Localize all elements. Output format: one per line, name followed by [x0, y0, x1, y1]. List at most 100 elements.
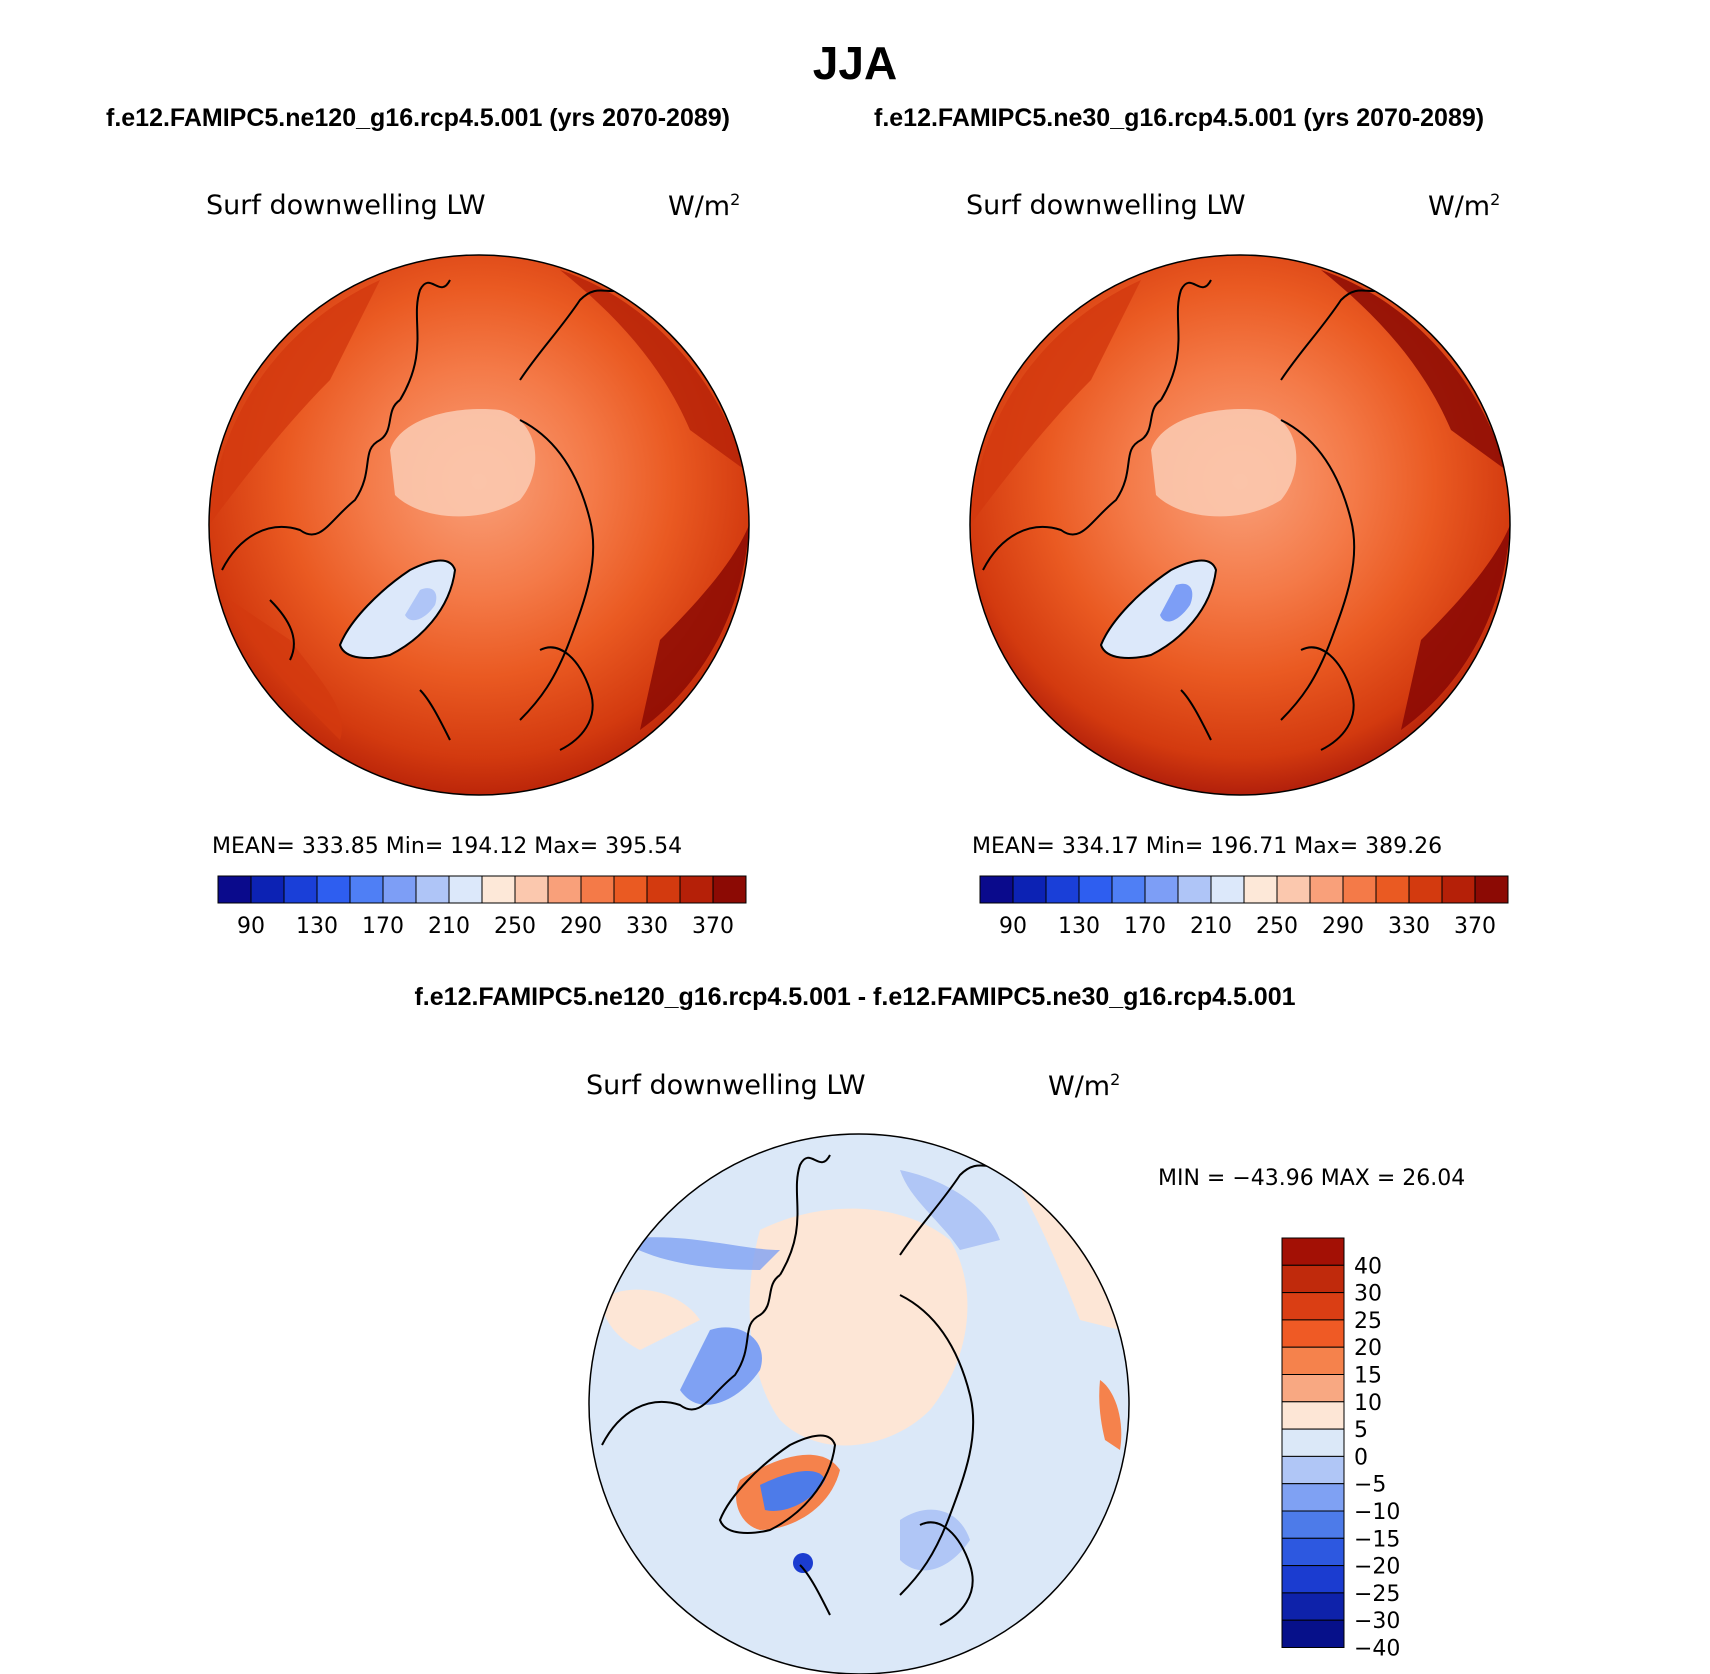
- colorbar-swatch: [1012, 875, 1047, 904]
- colorbar-tick-label: −15: [1354, 1527, 1400, 1552]
- colorbar-tick-label: 10: [1354, 1391, 1382, 1416]
- colorbar-swatch: [1045, 875, 1080, 904]
- colorbar-tick-label: 290: [1322, 914, 1364, 939]
- colorbar-tick-label: 250: [494, 914, 536, 939]
- colorbar-tick-label: 0: [1354, 1445, 1368, 1470]
- colorbar-tick-label: 90: [999, 914, 1027, 939]
- panel3-units: W/m2: [1048, 1070, 1121, 1102]
- colorbar-tick-label: 290: [560, 914, 602, 939]
- map-1-border: [208, 254, 750, 796]
- colorbar-swatch: [1342, 875, 1377, 904]
- map-3-border: [588, 1133, 1130, 1674]
- colorbar-swatch: [217, 875, 252, 904]
- colorbar-swatch: [1276, 875, 1311, 904]
- colorbar-swatch: [1281, 1401, 1345, 1430]
- panel2-stats: MEAN= 334.17 Min= 196.71 Max= 389.26: [972, 834, 1443, 859]
- colorbar-swatch: [1078, 875, 1113, 904]
- case2-title: f.e12.FAMIPC5.ne30_g16.rcp4.5.001 (yrs 2…: [874, 104, 1485, 132]
- colorbar-swatch: [1144, 875, 1179, 904]
- colorbar-swatch: [415, 875, 450, 904]
- panel1-variable-label: Surf downwelling LW: [206, 190, 486, 221]
- case1-title: f.e12.FAMIPC5.ne120_g16.rcp4.5.001 (yrs …: [106, 104, 730, 132]
- colorbar-tick-label: 250: [1256, 914, 1298, 939]
- colorbar-swatch: [613, 875, 648, 904]
- colorbar-tick-label: 170: [1124, 914, 1166, 939]
- colorbar-tick-label: 130: [296, 914, 338, 939]
- colorbar-swatch: [1281, 1346, 1345, 1375]
- colorbar-tick-label: 5: [1354, 1418, 1368, 1443]
- colorbar-swatch: [646, 875, 681, 904]
- colorbar-swatch: [1281, 1537, 1345, 1567]
- map-2-border: [969, 254, 1511, 796]
- difference-title: f.e12.FAMIPC5.ne120_g16.rcp4.5.001 - f.e…: [414, 983, 1296, 1011]
- colorbar-swatch: [1281, 1237, 1345, 1266]
- panel2-variable-label: Surf downwelling LW: [966, 190, 1246, 221]
- colorbar-swatch: [1281, 1319, 1345, 1348]
- map-panel-2: [970, 255, 1510, 795]
- colorbar-tick-label: −25: [1354, 1582, 1400, 1607]
- colorbar-swatch: [712, 875, 747, 904]
- colorbar-tick-label: 170: [362, 914, 404, 939]
- colorbar-tick-label: 90: [237, 914, 265, 939]
- colorbar-swatch: [1281, 1565, 1345, 1594]
- panel2-units: W/m2: [1428, 190, 1501, 222]
- colorbar-panel-2: 90 130 170 210 250 290 330 370: [979, 875, 1509, 939]
- colorbar-swatch: [580, 875, 615, 904]
- colorbar-swatch: [382, 875, 417, 904]
- colorbar-swatch: [448, 875, 483, 904]
- colorbar-swatch: [514, 875, 549, 904]
- colorbar-swatch: [547, 875, 582, 904]
- colorbar-tick-label: 40: [1354, 1254, 1382, 1279]
- colorbar-swatch: [679, 875, 714, 904]
- colorbar-tick-label: −20: [1354, 1555, 1400, 1580]
- colorbar-swatch: [1281, 1619, 1345, 1648]
- colorbar-tick-label: 370: [692, 914, 734, 939]
- colorbar-swatch: [1243, 875, 1278, 904]
- colorbar-swatch: [1408, 875, 1443, 904]
- colorbar-swatch: [316, 875, 351, 904]
- colorbar-swatch: [1281, 1428, 1345, 1457]
- colorbar-swatch: [1281, 1455, 1345, 1485]
- colorbar-swatch: [250, 875, 285, 904]
- colorbar-swatch: [1111, 875, 1146, 904]
- colorbar-tick-label: −40: [1354, 1637, 1400, 1662]
- map-panel-3: [589, 1134, 1129, 1674]
- colorbar-tick-label: 20: [1354, 1336, 1382, 1361]
- colorbar-tick-label: 330: [626, 914, 668, 939]
- colorbar-swatch: [1281, 1264, 1345, 1294]
- colorbar-swatch: [1281, 1374, 1345, 1403]
- colorbar-tick-label: 210: [1190, 914, 1232, 939]
- coastlines-1: [221, 279, 631, 751]
- panel1-stats: MEAN= 333.85 Min= 194.12 Max= 395.54: [212, 834, 683, 859]
- colorbar-swatch: [1309, 875, 1344, 904]
- colorbar-swatch: [283, 875, 318, 904]
- colorbar-tick-label: −30: [1354, 1609, 1400, 1634]
- panel3-variable-label: Surf downwelling LW: [586, 1070, 866, 1101]
- colorbar-swatch: [1375, 875, 1410, 904]
- colorbar-tick-label: 210: [428, 914, 470, 939]
- colorbar-tick-label: 130: [1058, 914, 1100, 939]
- colorbar-swatch: [1474, 875, 1509, 904]
- colorbar-swatch: [1281, 1510, 1345, 1539]
- panel3-stats: MIN = −43.96 MAX = 26.04: [1158, 1166, 1466, 1191]
- colorbar-tick-label: 25: [1354, 1309, 1382, 1334]
- coastlines-2: [982, 279, 1392, 751]
- colorbar-tick-label: 370: [1454, 914, 1496, 939]
- colorbar-panel-1: 90 130 170 210 250 290 330 370: [217, 875, 747, 939]
- colorbar-swatch: [481, 875, 516, 904]
- colorbar-tick-label: 30: [1354, 1282, 1382, 1307]
- colorbar-tick-label: 330: [1388, 914, 1430, 939]
- map-panel-1: [209, 255, 749, 795]
- panel1-units: W/m2: [668, 190, 741, 222]
- colorbar-swatch: [1441, 875, 1476, 904]
- colorbar-swatch: [1177, 875, 1212, 904]
- colorbar-swatch: [979, 875, 1014, 904]
- colorbar-tick-label: 15: [1354, 1364, 1382, 1389]
- colorbar-swatch: [349, 875, 384, 904]
- colorbar-tick-label: −5: [1354, 1473, 1386, 1498]
- figure-title: JJA: [812, 37, 898, 89]
- colorbar-swatch: [1281, 1592, 1345, 1621]
- colorbar-swatch: [1281, 1292, 1345, 1321]
- colorbar-tick-label: −10: [1354, 1500, 1400, 1525]
